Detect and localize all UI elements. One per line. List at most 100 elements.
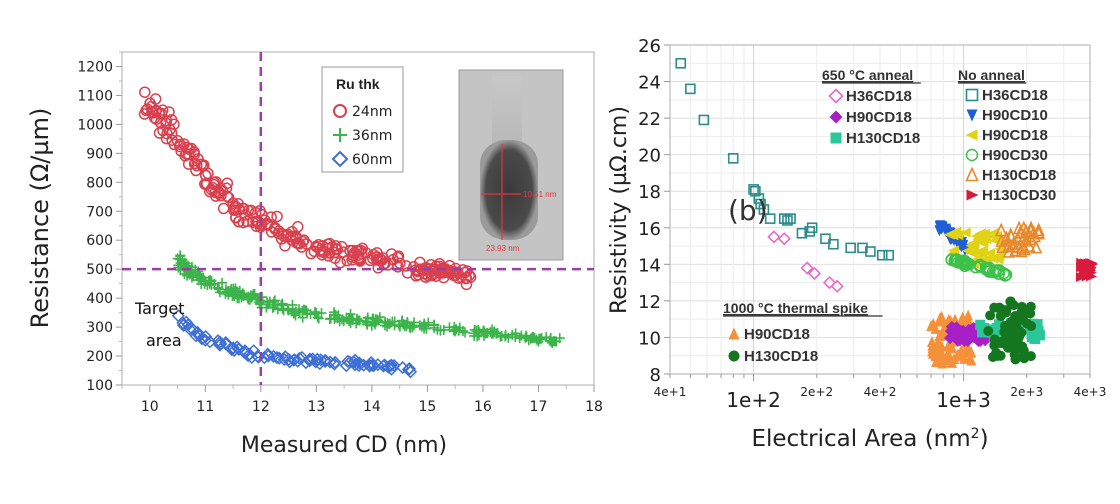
data-point bbox=[959, 227, 971, 238]
data-point bbox=[961, 341, 972, 353]
legend-marker-diamond bbox=[331, 150, 349, 168]
legend-marker bbox=[728, 350, 740, 362]
data-point bbox=[289, 307, 300, 318]
x-tick-label: 10 bbox=[141, 399, 159, 415]
data-point bbox=[305, 309, 316, 320]
y-tick-label: 18 bbox=[638, 182, 661, 203]
legend-group-0: 650 °C anneal H36CD18 H90CD18 H130CD18 bbox=[822, 67, 921, 147]
data-point bbox=[323, 237, 336, 250]
data-point bbox=[727, 153, 739, 164]
data-point bbox=[984, 248, 996, 259]
y-tick-label: 1100 bbox=[77, 88, 113, 104]
data-point bbox=[977, 245, 989, 256]
data-point bbox=[448, 325, 459, 336]
data-point bbox=[384, 358, 398, 372]
series-650c-h90cd18 bbox=[944, 320, 994, 348]
data-point bbox=[362, 312, 373, 323]
data-point bbox=[983, 326, 994, 337]
data-point bbox=[962, 325, 975, 338]
data-point bbox=[238, 344, 252, 358]
data-point bbox=[1000, 320, 1011, 331]
data-point bbox=[1032, 319, 1043, 330]
data-point bbox=[318, 353, 332, 367]
left-chart: 100200300400500600700800900100011001200 … bbox=[26, 51, 603, 458]
data-point bbox=[381, 360, 395, 374]
data-point bbox=[545, 335, 556, 346]
data-point bbox=[273, 225, 285, 237]
x-tick-label: 1e+3 bbox=[936, 388, 991, 412]
data-point bbox=[767, 230, 781, 244]
data-point bbox=[365, 358, 379, 372]
data-point bbox=[758, 204, 770, 215]
data-point bbox=[401, 267, 414, 279]
data-point bbox=[261, 349, 275, 363]
data-point bbox=[999, 232, 1013, 246]
data-point bbox=[1002, 244, 1016, 258]
data-point bbox=[473, 324, 484, 335]
data-point bbox=[254, 296, 265, 307]
data-point bbox=[995, 233, 1008, 247]
data-point bbox=[510, 332, 521, 343]
data-point bbox=[278, 350, 292, 364]
series-spike-h130cd18 bbox=[983, 296, 1037, 365]
y-tick-label: 10 bbox=[638, 328, 661, 349]
data-point bbox=[778, 213, 790, 224]
legend-marker bbox=[965, 129, 978, 141]
data-point bbox=[380, 317, 391, 328]
x-tick-label: 12 bbox=[252, 399, 270, 415]
data-point bbox=[193, 329, 207, 343]
x-tick-label: 14 bbox=[363, 399, 381, 415]
data-point bbox=[478, 330, 489, 341]
data-point bbox=[936, 312, 947, 324]
tem-inset-image: 10.51 nm 23.93 nm bbox=[458, 69, 564, 261]
data-point bbox=[947, 230, 959, 241]
data-point bbox=[931, 356, 942, 368]
right-y-axis-title: Resistivity (µΩ.cm) bbox=[607, 106, 632, 314]
data-point bbox=[993, 250, 1005, 261]
data-point bbox=[1024, 223, 1038, 237]
data-point bbox=[753, 193, 765, 204]
data-point bbox=[845, 242, 856, 254]
data-point bbox=[396, 315, 407, 326]
data-point bbox=[408, 320, 419, 331]
data-point bbox=[279, 240, 291, 252]
data-point bbox=[991, 322, 1002, 333]
data-point bbox=[247, 344, 261, 358]
data-point bbox=[209, 278, 220, 289]
data-point bbox=[146, 106, 158, 118]
y-tick-label: 16 bbox=[638, 219, 661, 240]
y-tick-label: 800 bbox=[86, 175, 113, 191]
data-point bbox=[948, 327, 961, 340]
data-point bbox=[777, 232, 791, 246]
x-tick-label: 2e+3 bbox=[1010, 385, 1043, 399]
right-chart: 8 10 12 14 16 18 20 22 24 26 4e+1 1e+2 2e+2 4e+2 1e+3… bbox=[607, 36, 1106, 452]
data-point bbox=[284, 230, 297, 243]
data-point bbox=[1023, 305, 1034, 316]
data-point bbox=[1025, 351, 1036, 362]
data-point bbox=[343, 315, 354, 326]
data-point bbox=[800, 261, 814, 275]
data-point bbox=[804, 226, 815, 237]
data-point bbox=[807, 266, 822, 281]
x-tick-label: 11 bbox=[196, 399, 214, 415]
data-point bbox=[1018, 241, 1031, 256]
data-point bbox=[201, 178, 213, 190]
legend-marker bbox=[965, 88, 979, 102]
right-x-axis-title: Electrical Area (nm2) bbox=[751, 426, 988, 452]
data-point bbox=[435, 325, 446, 336]
legend-title: Ru thk bbox=[336, 76, 380, 92]
data-point bbox=[977, 327, 988, 338]
data-point bbox=[947, 356, 958, 368]
data-point bbox=[318, 354, 332, 369]
data-point bbox=[520, 332, 531, 343]
data-point bbox=[496, 330, 507, 341]
x-tick-label: 4e+3 bbox=[1074, 385, 1107, 399]
data-point bbox=[430, 270, 442, 282]
data-point bbox=[820, 233, 831, 245]
data-point bbox=[182, 158, 195, 170]
data-point bbox=[327, 357, 341, 371]
x-tick-label: 16 bbox=[474, 399, 492, 415]
data-point bbox=[930, 348, 941, 360]
legend-label: H36CD18 bbox=[982, 87, 1048, 104]
data-point bbox=[1010, 354, 1021, 365]
